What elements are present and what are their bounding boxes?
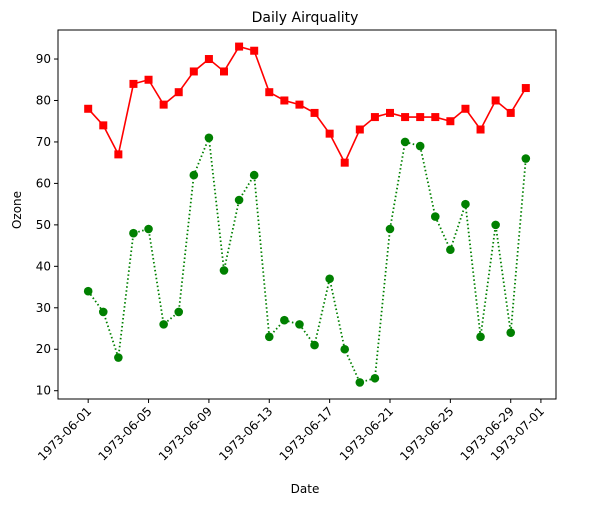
series-1-point-1973-06-06 — [159, 100, 168, 109]
y-tick-label-10: 10 — [36, 384, 51, 398]
series-1-point-1973-06-05 — [144, 75, 153, 84]
series-1-point-1973-06-27 — [476, 125, 485, 134]
series-2-point-1973-06-22 — [400, 137, 410, 147]
series-2-point-1973-06-15 — [295, 320, 304, 329]
series-1-point-1973-06-17 — [325, 129, 334, 138]
series-2-point-1973-06-14 — [280, 315, 289, 325]
series-2-point-1973-06-04 — [129, 228, 138, 238]
series-1-point-1973-06-28 — [491, 96, 500, 105]
series-2-point-1973-06-11 — [234, 195, 244, 205]
series-1-point-1973-06-11 — [235, 42, 244, 51]
series-2-point-1973-06-17 — [325, 274, 334, 284]
series-1-point-1973-06-24 — [431, 113, 440, 122]
y-tick-label-20: 20 — [36, 342, 51, 356]
series-2-point-1973-06-30 — [521, 154, 531, 163]
series-2-point-1973-06-05 — [144, 224, 153, 234]
y-tick-label-60: 60 — [36, 176, 51, 190]
series-1-point-1973-06-22 — [401, 113, 410, 122]
series-2-point-1973-06-09 — [204, 133, 214, 143]
series-2-point-1973-06-03 — [114, 353, 123, 362]
series-1-point-1973-06-16 — [310, 108, 319, 117]
series-2-point-1973-06-29 — [506, 328, 516, 337]
series-2-line — [87, 137, 527, 384]
series-1-point-1973-06-13 — [265, 88, 274, 97]
series-1-point-1973-06-29 — [506, 108, 515, 117]
series-1-point-1973-06-12 — [250, 46, 259, 55]
series-2-point-1973-06-01 — [83, 286, 93, 296]
series-2-point-1973-06-18 — [340, 344, 350, 354]
y-axis-title: Ozone — [10, 191, 24, 229]
series-1-point-1973-06-09 — [204, 55, 213, 64]
series-2-point-1973-06-24 — [430, 212, 440, 221]
series-2-point-1973-06-07 — [174, 307, 184, 317]
series-2-point-1973-06-21 — [385, 224, 395, 234]
y-tick-label-30: 30 — [36, 301, 51, 315]
series-2-point-1973-06-16 — [310, 340, 319, 350]
series-2-point-1973-06-19 — [355, 378, 365, 387]
series-2-point-1973-06-20 — [370, 373, 380, 383]
series-1-point-1973-06-02 — [99, 121, 108, 130]
series-2-point-1973-06-25 — [446, 245, 455, 255]
plot-marks — [83, 42, 531, 387]
series-1-point-1973-06-19 — [355, 125, 364, 134]
series-1-point-1973-06-15 — [295, 100, 304, 109]
series-2-point-1973-06-13 — [264, 332, 274, 342]
y-tick-label-50: 50 — [36, 218, 51, 232]
series-1-point-1973-06-08 — [189, 67, 198, 76]
series-2-point-1973-06-08 — [189, 170, 199, 180]
series-2-point-1973-06-23 — [415, 141, 425, 151]
series-2-point-1973-06-06 — [159, 320, 168, 329]
series-2-point-1973-06-12 — [249, 170, 259, 180]
y-tick-label-80: 80 — [36, 93, 51, 107]
chart-title: Daily Airquality — [252, 10, 359, 26]
series-1-point-1973-06-23 — [416, 113, 425, 122]
series-1-point-1973-06-14 — [280, 96, 289, 105]
series-1-point-1973-06-10 — [220, 67, 228, 76]
series-1-point-1973-06-25 — [446, 117, 455, 126]
plot-frame — [57, 29, 557, 400]
series-2-point-1973-06-27 — [476, 332, 485, 342]
y-tick-label-40: 40 — [36, 259, 51, 273]
series-2-point-1973-06-28 — [491, 220, 500, 230]
x-axis-title: Date — [291, 482, 320, 496]
series-1-point-1973-06-18 — [340, 158, 349, 167]
series-1-point-1973-06-04 — [129, 79, 138, 88]
series-1-point-1973-06-26 — [461, 104, 470, 113]
series-2-point-1973-06-02 — [98, 307, 108, 317]
series-1-point-1973-06-01 — [84, 104, 93, 113]
series-2-point-1973-06-26 — [461, 199, 470, 209]
series-1-point-1973-06-21 — [386, 108, 394, 117]
series-1-point-1973-06-03 — [114, 150, 123, 159]
series-2-point-1973-06-10 — [219, 266, 229, 275]
series-1-point-1973-06-30 — [521, 84, 530, 93]
series-1-point-1973-06-20 — [370, 113, 379, 122]
y-tick-label-90: 90 — [36, 52, 51, 66]
series-1-point-1973-06-07 — [174, 88, 183, 97]
y-tick-label-70: 70 — [36, 135, 51, 149]
